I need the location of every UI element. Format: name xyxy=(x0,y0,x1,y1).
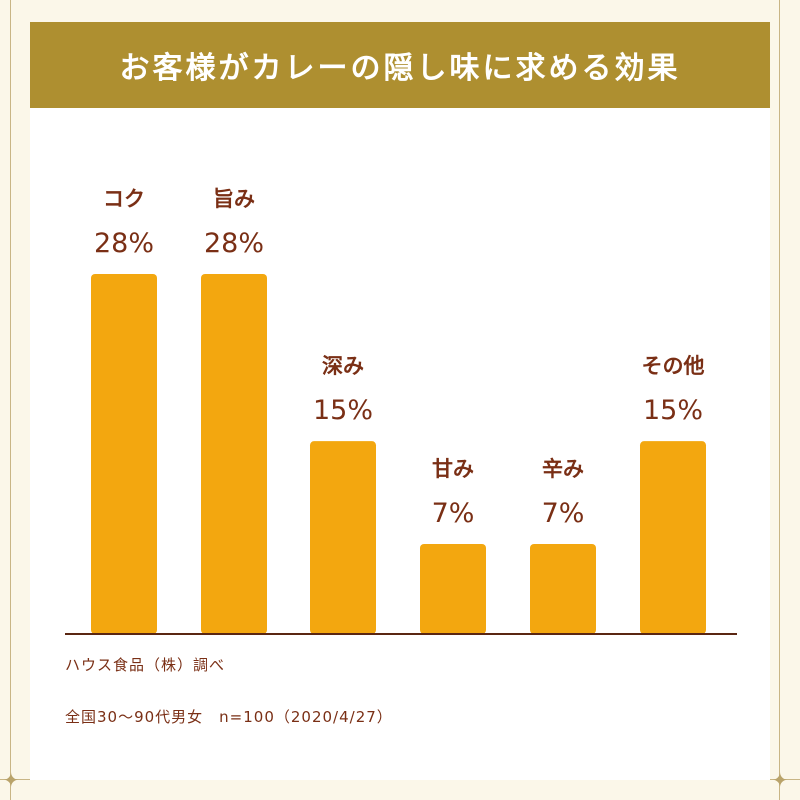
bar-3 xyxy=(310,441,376,634)
value-label: 28% xyxy=(204,228,264,259)
category-label: 甘み xyxy=(432,457,474,481)
category-label: その他 xyxy=(642,354,705,378)
labels-layer: コク 28% 旨み 28% 深み 15% 甘み 7% 辛み 7% その他 15% xyxy=(94,187,705,529)
value-label: 15% xyxy=(313,395,373,426)
category-label: 深み xyxy=(322,354,364,378)
bars-layer xyxy=(91,274,706,634)
value-label: 28% xyxy=(94,228,154,259)
value-label: 15% xyxy=(643,395,703,426)
source-note: ハウス食品（株）調べ xyxy=(65,654,225,675)
survey-note: 全国30～90代男女 n=100（2020/4/27） xyxy=(65,706,393,727)
bar-2 xyxy=(201,274,267,634)
bar-4 xyxy=(420,544,486,634)
value-label: 7% xyxy=(432,498,475,529)
category-label: 辛み xyxy=(542,457,584,481)
value-label: 7% xyxy=(542,498,585,529)
category-label: コク xyxy=(103,187,145,211)
category-label: 旨み xyxy=(213,187,255,211)
bar-1 xyxy=(91,274,157,634)
bar-6 xyxy=(640,441,706,634)
bar-5 xyxy=(530,544,596,634)
